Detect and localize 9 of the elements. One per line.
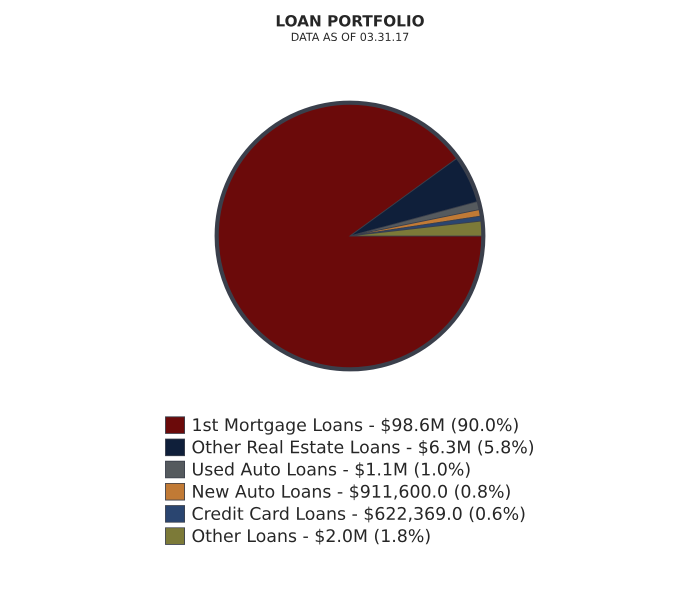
legend-label: Used Auto Loans - $1.1M (1.0%) (193, 462, 470, 478)
chart-subtitle: DATA AS OF 03.31.17 (292, 32, 408, 42)
pie-slice (350, 157, 480, 236)
legend-label: 1st Mortgage Loans - $98.6M (90.0%) (193, 418, 518, 435)
legend-label: Other Real Estate Loans - $6.3M (5.8%) (192, 440, 534, 456)
legend-label: Credit Card Loans - $622,369.0 (0.6%) (192, 506, 524, 522)
chart-title: LOAN PORTFOLIO (276, 15, 424, 27)
legend-label: Other Loans - $2.0M (1.8%) (192, 528, 430, 545)
legend-label: New Auto Loans - $911,600.0 (0.8%) (193, 484, 510, 500)
